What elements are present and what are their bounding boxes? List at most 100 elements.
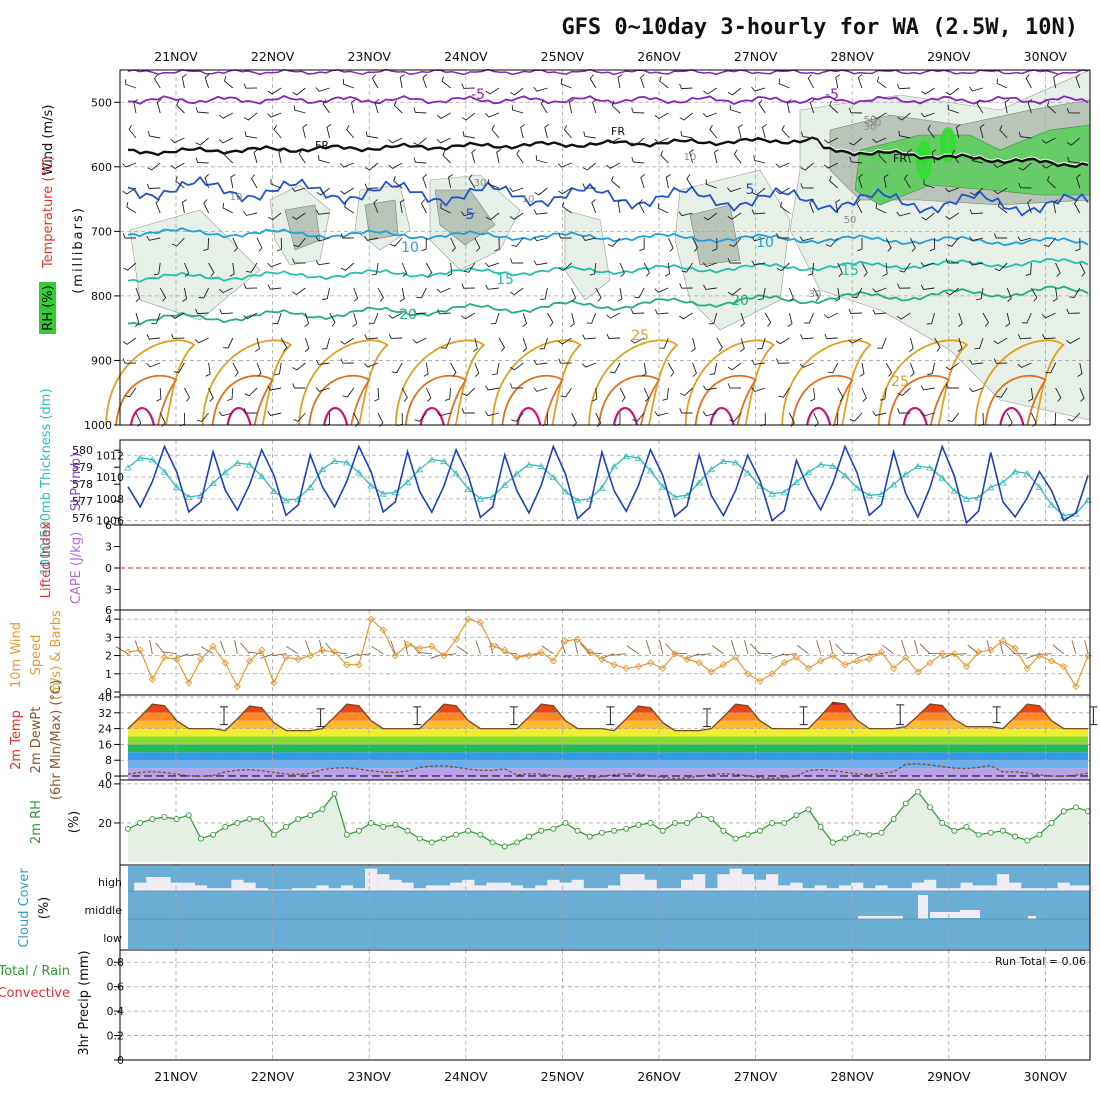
wind-speed-marker bbox=[586, 648, 594, 656]
bottom-date-label: 25NOV bbox=[541, 1069, 585, 1084]
wind-barb bbox=[776, 262, 790, 272]
cloud-bars bbox=[134, 868, 1095, 919]
rh2m-marker bbox=[769, 820, 776, 826]
wind-barb bbox=[170, 162, 185, 170]
wind-barb bbox=[388, 137, 403, 144]
wind-barb bbox=[533, 387, 548, 392]
rh2m-marker bbox=[319, 806, 326, 813]
bottom-date-axis: 21NOV 22NOV 23NOV 24NOV 25NOV 26NOV 27NOV 28NOV… bbox=[154, 1069, 1067, 1084]
wind-barb bbox=[253, 149, 259, 164]
chart-title: GFS 0~10day 3-hourly for WA (2.5W, 10N) bbox=[561, 15, 1078, 40]
wind-barb bbox=[278, 149, 284, 164]
wind-barb bbox=[582, 183, 596, 189]
wind-barb bbox=[485, 87, 500, 95]
wind-barb bbox=[716, 337, 723, 352]
high-cloud-gap bbox=[595, 888, 609, 891]
wind-speed-marker bbox=[525, 651, 533, 660]
wind-barb bbox=[422, 174, 428, 189]
thickness-marker bbox=[488, 493, 497, 500]
wind-barb bbox=[729, 104, 742, 114]
wind-speed-marker bbox=[768, 670, 776, 678]
wind-barb bbox=[877, 337, 887, 349]
high-cloud-gap bbox=[194, 885, 208, 891]
high-cloud-gap bbox=[826, 888, 840, 891]
axis-tick-label: 40 bbox=[98, 778, 112, 791]
wind-barb bbox=[729, 412, 742, 423]
thickness-marker bbox=[525, 461, 533, 468]
wind-barb bbox=[243, 83, 258, 89]
top-date-label: 30NOV bbox=[1024, 49, 1068, 64]
wind-barb bbox=[159, 412, 166, 427]
rh2m-marker bbox=[951, 827, 958, 834]
wind-barb bbox=[969, 209, 984, 215]
high-cloud-gap bbox=[729, 868, 742, 891]
rh2m-marker bbox=[647, 820, 654, 826]
high-cloud-gap bbox=[170, 882, 183, 891]
wind-barb bbox=[342, 387, 355, 398]
wind10m-barb bbox=[200, 646, 214, 655]
wind-speed-marker bbox=[598, 655, 606, 663]
wind-barb bbox=[374, 387, 380, 402]
wind-barb bbox=[857, 74, 863, 89]
wind-barb bbox=[727, 383, 742, 389]
rh2m-marker bbox=[854, 829, 861, 836]
wind-barb bbox=[678, 211, 693, 217]
wind-barb bbox=[591, 199, 597, 214]
wind10m-barb bbox=[371, 645, 384, 655]
wind-speed-marker bbox=[136, 646, 144, 654]
rh2m-marker bbox=[210, 831, 217, 838]
wind-barb bbox=[1055, 262, 1061, 277]
wind-barb bbox=[764, 312, 772, 327]
wind-speed-marker bbox=[914, 668, 922, 676]
wind-barb bbox=[122, 233, 136, 239]
wind-barb bbox=[471, 149, 477, 164]
temp2m-label-a: 2m Temp bbox=[9, 710, 24, 770]
wind-barb bbox=[709, 362, 718, 376]
high-cloud-gap bbox=[401, 882, 414, 891]
wind-speed-marker bbox=[780, 659, 788, 667]
wind-barb bbox=[243, 283, 258, 289]
isotherm-35-lobe bbox=[999, 407, 1025, 426]
thickness-marker bbox=[391, 489, 400, 496]
wind-barb bbox=[322, 287, 331, 300]
wind-speed-marker bbox=[172, 655, 181, 663]
thickness-marker bbox=[622, 452, 630, 460]
wind10m-barb bbox=[1037, 653, 1052, 655]
wind-barb bbox=[533, 260, 548, 266]
wind-barb bbox=[680, 130, 693, 139]
high-cloud-gap bbox=[668, 888, 682, 891]
wind-barb bbox=[848, 308, 863, 314]
high-cloud-gap bbox=[292, 888, 305, 891]
wind-barb bbox=[364, 362, 379, 368]
wind-barb bbox=[462, 131, 475, 139]
bottom-date-label: 21NOV bbox=[154, 1069, 198, 1084]
wind-speed-marker bbox=[428, 642, 436, 651]
thickness-marker bbox=[743, 469, 752, 476]
temp-band bbox=[128, 760, 1088, 769]
rh2m-marker bbox=[598, 829, 605, 836]
rh2m-marker bbox=[125, 825, 131, 832]
dewpoint-line bbox=[127, 763, 1089, 780]
wind-barb bbox=[1041, 137, 1056, 144]
minmax-bar bbox=[799, 706, 808, 726]
rh-contour-label: 30 bbox=[864, 122, 877, 133]
wind-barb bbox=[751, 359, 766, 365]
wind-barb bbox=[993, 358, 1008, 364]
wind-barb bbox=[727, 187, 742, 193]
wind-barb bbox=[861, 387, 867, 402]
wind-barb bbox=[751, 236, 766, 242]
rh2m-marker bbox=[246, 816, 253, 822]
thickness-marker bbox=[780, 489, 788, 496]
wind-barb bbox=[293, 412, 306, 422]
wind-barb bbox=[861, 262, 868, 277]
high-cloud-gap bbox=[486, 882, 499, 891]
wind-barb bbox=[660, 150, 669, 164]
wind-speed-marker bbox=[209, 642, 217, 651]
wind-barb bbox=[896, 211, 911, 217]
wind-speed-marker bbox=[549, 657, 557, 665]
precip-grid bbox=[120, 950, 1090, 1060]
wind-barb bbox=[558, 187, 572, 195]
wind-speed-marker bbox=[731, 653, 740, 662]
rh2m-marker bbox=[428, 839, 435, 846]
